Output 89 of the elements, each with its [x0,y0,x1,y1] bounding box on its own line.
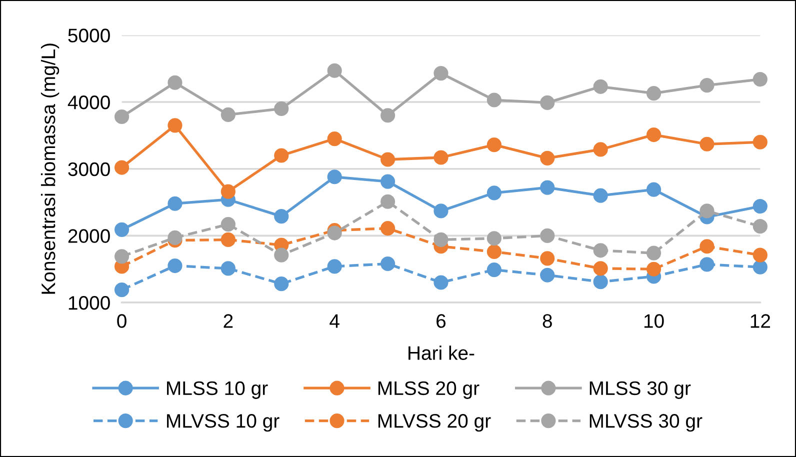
point [380,174,396,189]
point [700,204,714,218]
point [434,204,448,218]
point [114,282,130,298]
point [327,170,342,184]
point [168,118,182,133]
point [168,75,182,90]
point [752,72,768,87]
y-tick-label: 1000 [68,296,110,310]
point [220,184,236,199]
x-tick-label: 8 [542,314,552,328]
point [540,251,555,266]
point [700,136,714,152]
point [486,231,502,246]
y-axis-title: Konsentrasi biomassa (mg/L) [40,44,60,294]
point [380,108,396,123]
point [220,261,236,276]
point [646,86,662,101]
point [274,209,289,224]
point [380,194,396,209]
point [274,248,289,262]
point [327,131,342,146]
y-tick-label: 5000 [68,28,110,42]
y-tick-label: 4000 [68,95,110,110]
point [114,249,130,264]
point [540,228,555,243]
point [593,188,608,203]
point [540,268,555,282]
point [593,142,608,157]
point [327,63,342,78]
point [700,257,714,272]
legend-label: MLSS 10 gr [167,381,268,399]
point [274,148,289,163]
point [486,262,502,278]
point [380,256,396,272]
legend-label: MLVSS 20 gr [378,414,491,432]
point [646,182,662,197]
point [486,186,502,200]
point [752,248,768,262]
point [646,262,662,276]
point [274,276,289,292]
point [168,196,182,211]
legend-label: MLVSS 10 gr [167,414,280,432]
y-tick-label: 3000 [68,162,110,176]
x-tick-label: 0 [117,314,126,328]
point [752,219,768,234]
point [486,138,502,152]
y-tick-label: 2000 [68,229,110,243]
point [752,260,768,274]
x-tick-label: 12 [750,314,770,328]
point [700,78,714,93]
point [752,199,768,214]
point [220,107,236,122]
point [114,160,130,175]
point [434,232,448,247]
point [274,101,289,116]
point [700,239,714,254]
point [646,246,662,260]
point [220,232,236,247]
x-tick-label: 6 [436,314,446,328]
point [434,150,448,165]
point [114,222,130,237]
point [168,258,182,274]
point [380,152,396,167]
point [540,95,555,110]
x-axis-title: Hari ke- [408,346,474,360]
x-tick-label: 2 [224,314,233,328]
point [168,230,182,245]
point [646,127,662,142]
point [540,180,555,195]
point [380,221,396,236]
point [434,275,448,290]
point [540,150,555,166]
point [114,109,130,124]
point [220,217,236,232]
point [593,79,608,94]
x-tick-label: 10 [644,314,664,328]
point [752,134,768,150]
point [593,243,608,258]
point [486,244,502,260]
legend-label: MLSS 30 gr [590,381,691,399]
legend-label: MLVSS 30 gr [590,414,702,432]
point [593,274,608,290]
point [327,259,342,274]
x-tick-label: 4 [330,314,340,328]
point [486,92,502,108]
point [593,261,608,276]
legend-label: MLSS 20 gr [378,381,480,399]
point [434,66,448,81]
